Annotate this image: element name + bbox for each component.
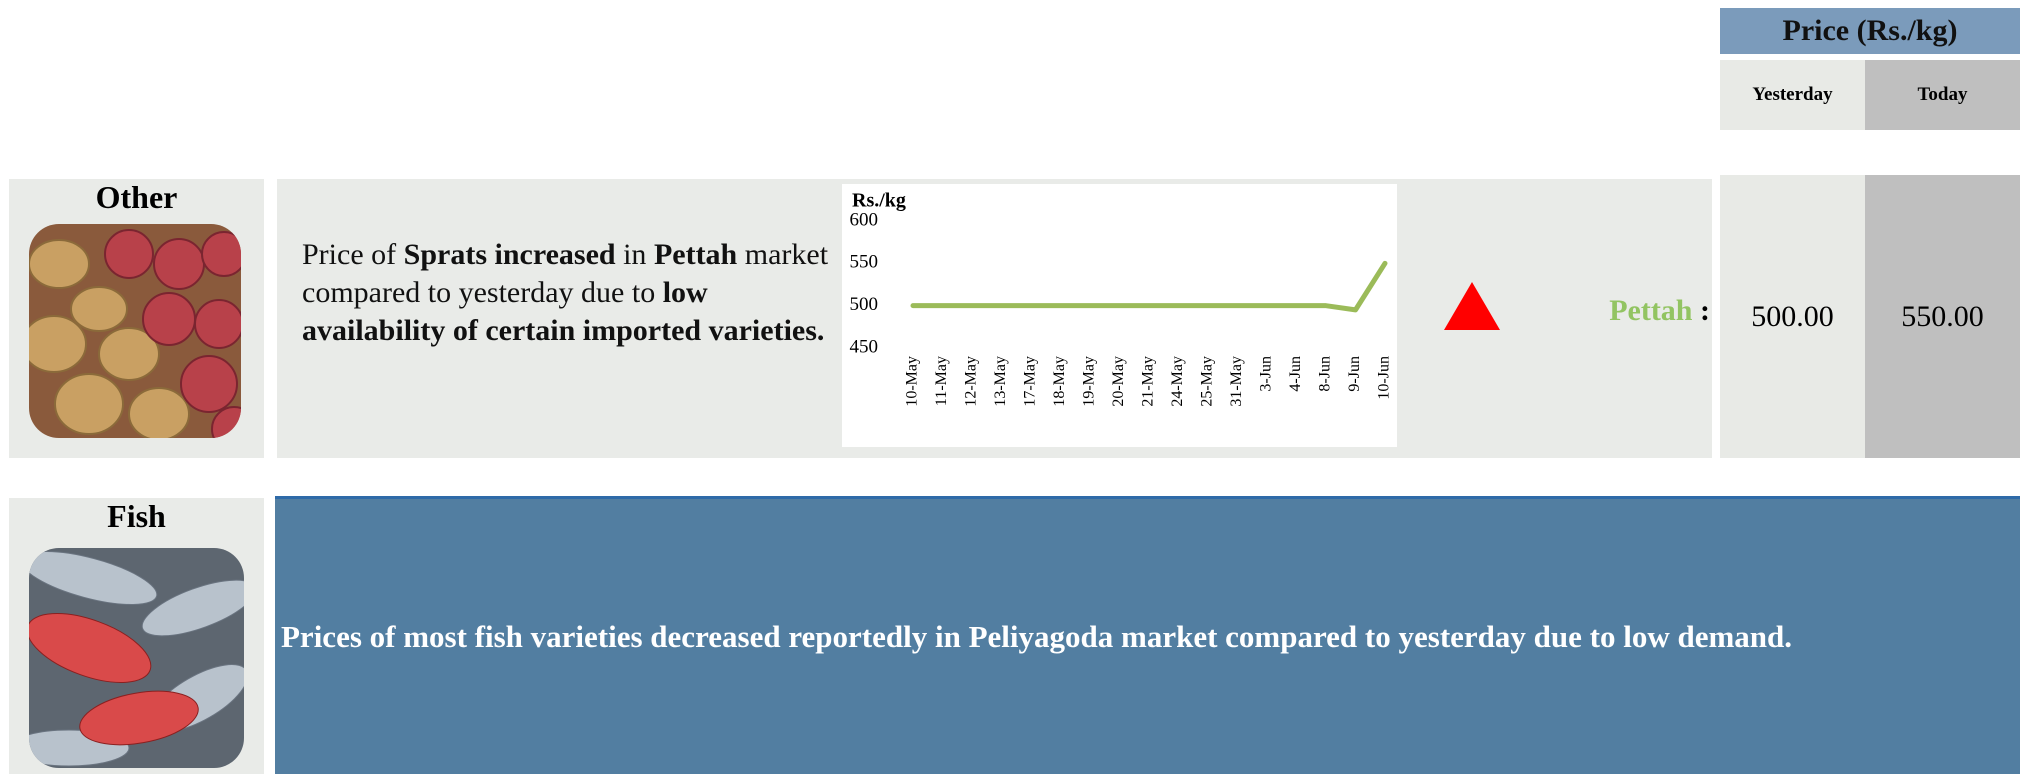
y-axis-label: Rs./kg [852, 190, 906, 212]
x-tick-label: 10-May [904, 356, 921, 407]
category-panel: Fish [9, 498, 264, 774]
text: Price of [302, 238, 404, 271]
market: Pettah : [1560, 294, 1710, 328]
text: Pettah [654, 238, 737, 271]
separator: : [1700, 294, 1710, 327]
x-tick-label: 13-May [992, 356, 1009, 407]
category-label: Fish [9, 498, 264, 535]
category-panel: Other [9, 179, 264, 458]
page: {"header": {"title": "Price (Rs./kg)", "… [0, 0, 2031, 774]
x-tick-label: 31-May [1228, 356, 1245, 407]
yesterday-header: Yesterday [1720, 60, 1865, 130]
x-tick-label: 3-Jun [1258, 356, 1275, 392]
price-header: Price (Rs./kg) [1720, 8, 2020, 54]
text: in [616, 238, 654, 271]
category-label: Other [9, 179, 264, 216]
x-tick-label: 18-May [1051, 356, 1068, 407]
y-tick-label: 550 [850, 252, 879, 273]
y-tick-label: 500 [850, 294, 879, 315]
x-tick-label: 8-Jun [1317, 356, 1334, 392]
today-price: 550.00 [1865, 175, 2020, 458]
x-tick-label: 4-Jun [1287, 356, 1304, 392]
description: Price of Sprats increased in Pettah mark… [302, 236, 842, 350]
x-tick-label: 20-May [1110, 356, 1127, 407]
text: Sprats increased [404, 238, 616, 271]
x-tick-label: 12-May [963, 356, 980, 407]
increase-indicator [1440, 280, 1504, 334]
yesterday-price: 500.00 [1720, 175, 1865, 458]
today-header: Today [1865, 60, 2020, 130]
x-tick-label: 17-May [1022, 356, 1039, 407]
x-tick-label: 9-Jun [1346, 356, 1363, 392]
x-tick-label: 25-May [1199, 356, 1216, 407]
y-tick-label: 450 [850, 336, 879, 357]
x-tick-label: 11-May [933, 356, 950, 406]
vegetable-image [29, 224, 241, 438]
chart: Rs./kg 450 500 550 600 10-May 11-May 12-May 13-… [842, 184, 1397, 447]
y-tick-label: 600 [850, 209, 879, 230]
market-name: Pettah [1609, 294, 1692, 327]
x-tick-label: 19-May [1081, 356, 1098, 407]
x-tick-label: 21-May [1140, 356, 1157, 407]
fish-image [29, 548, 244, 768]
x-tick-label: 24-May [1169, 356, 1186, 407]
x-tick-label: 10-Jun [1376, 356, 1393, 400]
fish-description: Prices of most fish varieties decreased … [275, 496, 2020, 774]
